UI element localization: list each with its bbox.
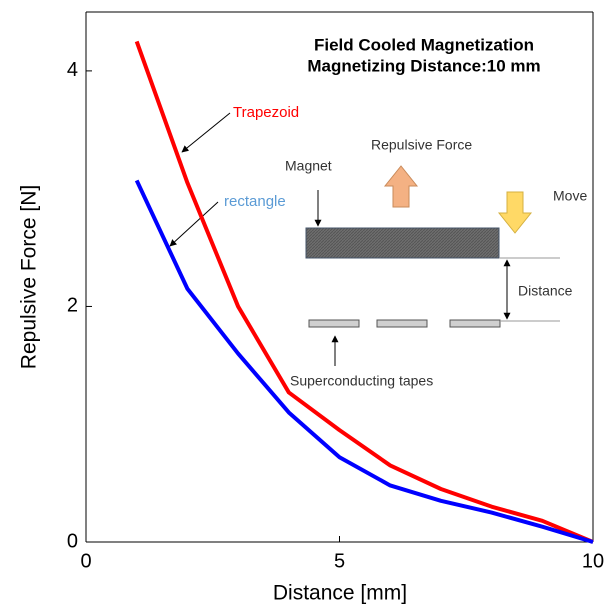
- diagram-label: Superconducting tapes: [290, 373, 433, 389]
- annotation-arrow: [169, 201, 219, 247]
- diagram-label: Move: [553, 188, 587, 204]
- x-tick-label: 0: [80, 550, 91, 572]
- diagram-label: Repulsive Force: [371, 137, 472, 153]
- chart-title: Field Cooled Magnetization: [314, 35, 534, 54]
- y-tick-label: 2: [67, 295, 78, 317]
- diagram: Magnet Repulsive Force Move Distance Sup…: [169, 112, 587, 389]
- diagram-label: Magnet: [285, 158, 332, 174]
- up-arrow: [383, 165, 419, 208]
- y-axis-label: Repulsive Force [N]: [18, 185, 41, 369]
- x-tick-label: 5: [334, 550, 345, 572]
- y-tick-label: 4: [67, 59, 78, 81]
- y-tick-label: 0: [67, 530, 78, 552]
- x-axis-label: Distance [mm]: [273, 582, 407, 605]
- tape: [376, 319, 428, 328]
- chart-subtitle: Magnetizing Distance:10 mm: [307, 56, 540, 75]
- diagram-label: Distance: [518, 283, 573, 299]
- magnet-shape: [305, 227, 500, 259]
- x-tick-label: 10: [582, 550, 604, 572]
- series-line: [134, 179, 594, 544]
- series-line: [134, 40, 594, 544]
- tape: [449, 319, 501, 328]
- annotation-arrow: [181, 112, 231, 153]
- series-label: rectangle: [224, 193, 286, 210]
- series-label: Trapezoid: [233, 104, 299, 121]
- tape: [308, 319, 360, 328]
- down-arrow: [497, 191, 533, 234]
